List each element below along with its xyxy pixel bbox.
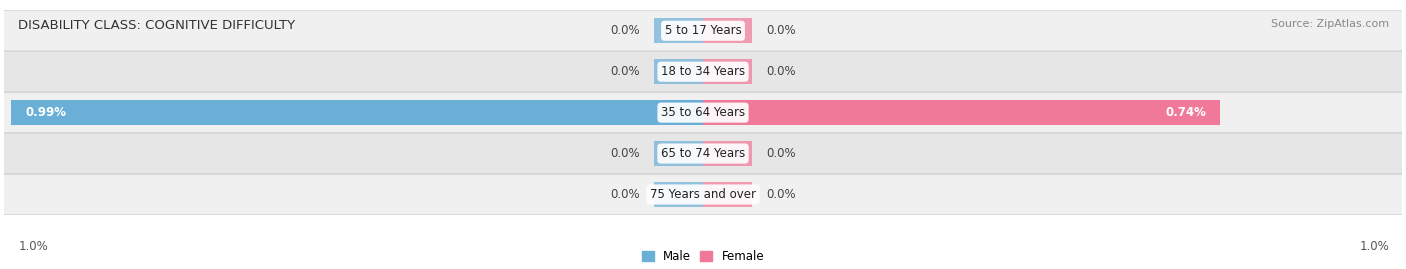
Text: 0.0%: 0.0%: [610, 24, 640, 37]
Text: 1.0%: 1.0%: [1360, 240, 1389, 253]
Text: 0.0%: 0.0%: [610, 147, 640, 160]
Bar: [703, 182, 752, 207]
Bar: [654, 59, 703, 84]
Text: 1.0%: 1.0%: [18, 240, 48, 253]
Bar: [654, 182, 703, 207]
Text: 0.0%: 0.0%: [766, 188, 796, 201]
FancyBboxPatch shape: [0, 52, 1406, 92]
Text: Source: ZipAtlas.com: Source: ZipAtlas.com: [1271, 19, 1389, 29]
FancyBboxPatch shape: [0, 133, 1406, 174]
Text: 0.0%: 0.0%: [766, 24, 796, 37]
Text: 0.0%: 0.0%: [610, 188, 640, 201]
FancyBboxPatch shape: [0, 93, 1406, 133]
Text: 75 Years and over: 75 Years and over: [650, 188, 756, 201]
Text: 18 to 34 Years: 18 to 34 Years: [661, 65, 745, 78]
Bar: [703, 59, 752, 84]
Text: 0.0%: 0.0%: [766, 147, 796, 160]
FancyBboxPatch shape: [0, 11, 1406, 51]
Text: 0.0%: 0.0%: [610, 65, 640, 78]
Bar: [703, 100, 1220, 125]
Text: 5 to 17 Years: 5 to 17 Years: [665, 24, 741, 37]
Bar: [654, 141, 703, 166]
Text: 0.99%: 0.99%: [25, 106, 66, 119]
Text: 65 to 74 Years: 65 to 74 Years: [661, 147, 745, 160]
FancyBboxPatch shape: [0, 174, 1406, 214]
Bar: [654, 19, 703, 43]
Text: DISABILITY CLASS: COGNITIVE DIFFICULTY: DISABILITY CLASS: COGNITIVE DIFFICULTY: [18, 19, 295, 32]
Legend: Male, Female: Male, Female: [637, 245, 769, 268]
Text: 0.74%: 0.74%: [1166, 106, 1206, 119]
Text: 0.0%: 0.0%: [766, 65, 796, 78]
Bar: [703, 141, 752, 166]
Bar: [11, 100, 703, 125]
Text: 35 to 64 Years: 35 to 64 Years: [661, 106, 745, 119]
Bar: [703, 19, 752, 43]
